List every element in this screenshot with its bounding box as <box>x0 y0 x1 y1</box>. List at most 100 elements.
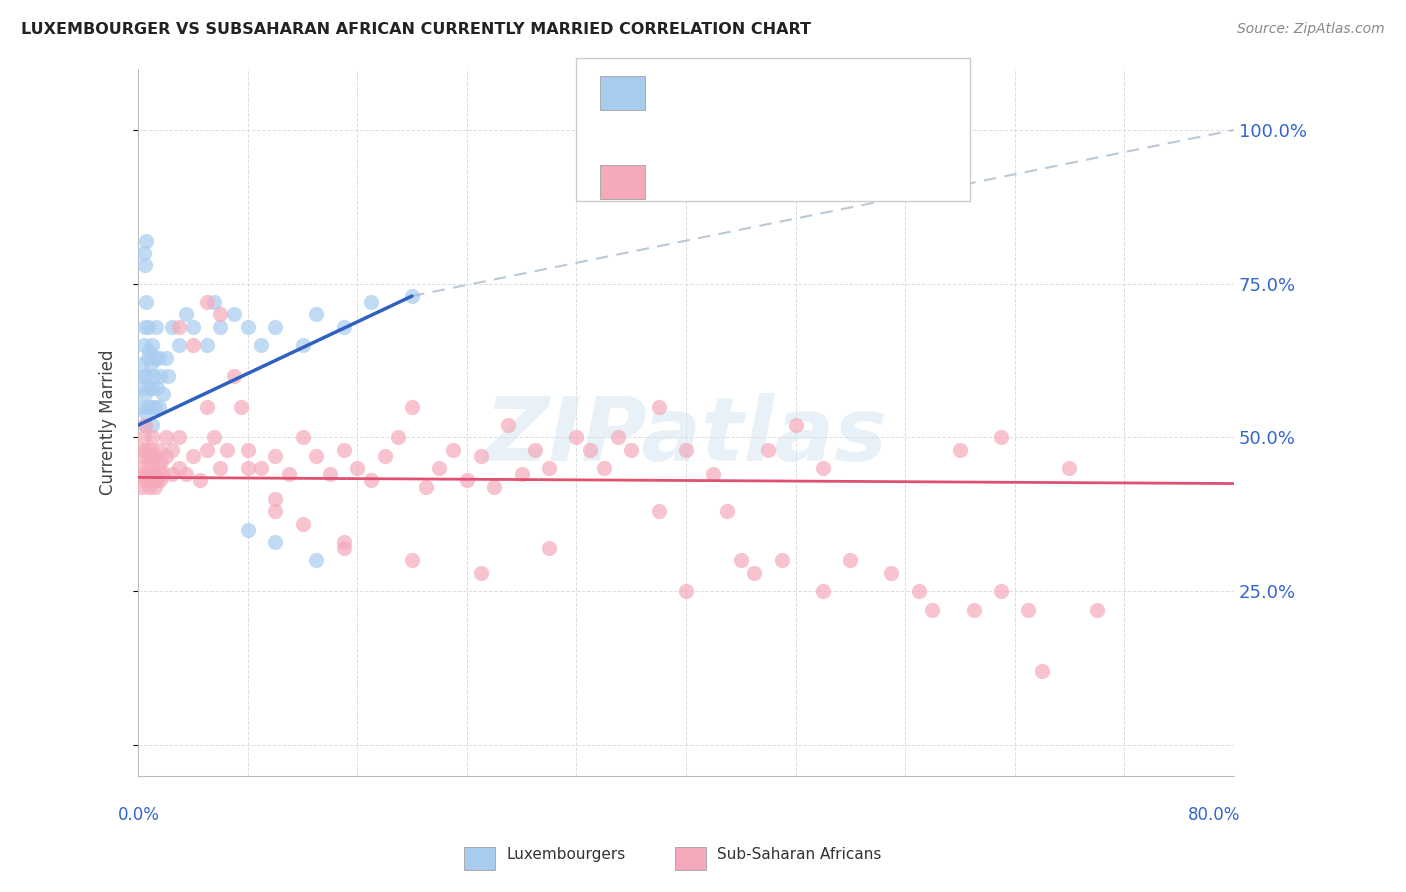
Point <box>169 430 191 444</box>
Point <box>770 553 793 567</box>
Point <box>401 289 423 303</box>
Point <box>132 246 155 260</box>
Point <box>470 449 492 463</box>
Point <box>291 430 314 444</box>
Point <box>132 338 155 352</box>
Point <box>157 368 180 383</box>
Point <box>236 461 259 475</box>
Point <box>136 400 159 414</box>
Point <box>1017 602 1039 616</box>
Point <box>148 442 170 457</box>
Point <box>222 308 245 322</box>
Point <box>132 467 155 482</box>
Point <box>537 541 560 555</box>
Point <box>162 467 184 482</box>
Point <box>236 319 259 334</box>
Point <box>264 535 287 549</box>
Point <box>143 351 166 365</box>
Point <box>131 442 153 457</box>
Point <box>202 295 225 310</box>
Point <box>141 474 163 488</box>
Point <box>209 308 232 322</box>
Point <box>150 455 173 469</box>
Point <box>148 461 170 475</box>
Point <box>401 400 423 414</box>
Point <box>217 442 239 457</box>
Point <box>470 566 492 580</box>
Point <box>136 351 159 365</box>
Point <box>250 461 273 475</box>
Point <box>730 553 752 567</box>
Point <box>785 418 807 433</box>
Point <box>702 467 724 482</box>
Point <box>169 338 191 352</box>
Point <box>264 504 287 518</box>
Point <box>675 584 697 599</box>
Point <box>484 480 506 494</box>
Point <box>620 442 643 457</box>
Point <box>143 400 166 414</box>
Point <box>134 258 156 272</box>
Point <box>142 467 165 482</box>
Point <box>510 467 533 482</box>
Point <box>181 338 204 352</box>
Point <box>148 400 170 414</box>
Point <box>811 584 834 599</box>
Point <box>744 566 766 580</box>
Point <box>305 553 328 567</box>
Point <box>174 467 197 482</box>
Point <box>990 430 1012 444</box>
Point <box>162 319 184 334</box>
Point <box>195 442 218 457</box>
Point <box>332 442 354 457</box>
Point <box>138 449 160 463</box>
Point <box>146 381 169 395</box>
Point <box>131 357 153 371</box>
Point <box>195 295 218 310</box>
Point <box>131 381 153 395</box>
Point <box>332 535 354 549</box>
Point <box>139 357 162 371</box>
Point <box>162 442 184 457</box>
Point <box>141 418 163 433</box>
Point <box>647 400 669 414</box>
Point <box>579 442 602 457</box>
Point <box>1085 602 1108 616</box>
Point <box>456 474 478 488</box>
Point <box>606 430 628 444</box>
Point <box>236 523 259 537</box>
Point <box>155 351 177 365</box>
Point <box>921 602 943 616</box>
Point <box>264 491 287 506</box>
Point <box>136 319 159 334</box>
Point <box>1031 664 1053 678</box>
Point <box>360 474 382 488</box>
Point <box>149 474 172 488</box>
Point <box>429 461 451 475</box>
Point <box>174 308 197 322</box>
Point <box>135 467 157 482</box>
Point <box>135 406 157 420</box>
Point <box>332 319 354 334</box>
Point <box>135 234 157 248</box>
Text: LUXEMBOURGER VS SUBSAHARAN AFRICAN CURRENTLY MARRIED CORRELATION CHART: LUXEMBOURGER VS SUBSAHARAN AFRICAN CURRE… <box>21 22 811 37</box>
Point <box>139 400 162 414</box>
Point <box>387 430 409 444</box>
Point <box>811 461 834 475</box>
Point <box>195 400 218 414</box>
Point <box>141 455 163 469</box>
Point <box>142 368 165 383</box>
Point <box>592 461 614 475</box>
Point <box>415 480 437 494</box>
Point <box>148 351 170 365</box>
Point <box>346 461 368 475</box>
Point <box>209 319 232 334</box>
Text: Sub-Saharan Africans: Sub-Saharan Africans <box>717 847 882 863</box>
Text: 0.0%: 0.0% <box>118 806 159 824</box>
Point <box>647 504 669 518</box>
Point <box>131 480 153 494</box>
Point <box>291 338 314 352</box>
Text: R = -0.018   N = 83: R = -0.018 N = 83 <box>661 169 838 187</box>
Point <box>181 319 204 334</box>
Point <box>565 430 588 444</box>
